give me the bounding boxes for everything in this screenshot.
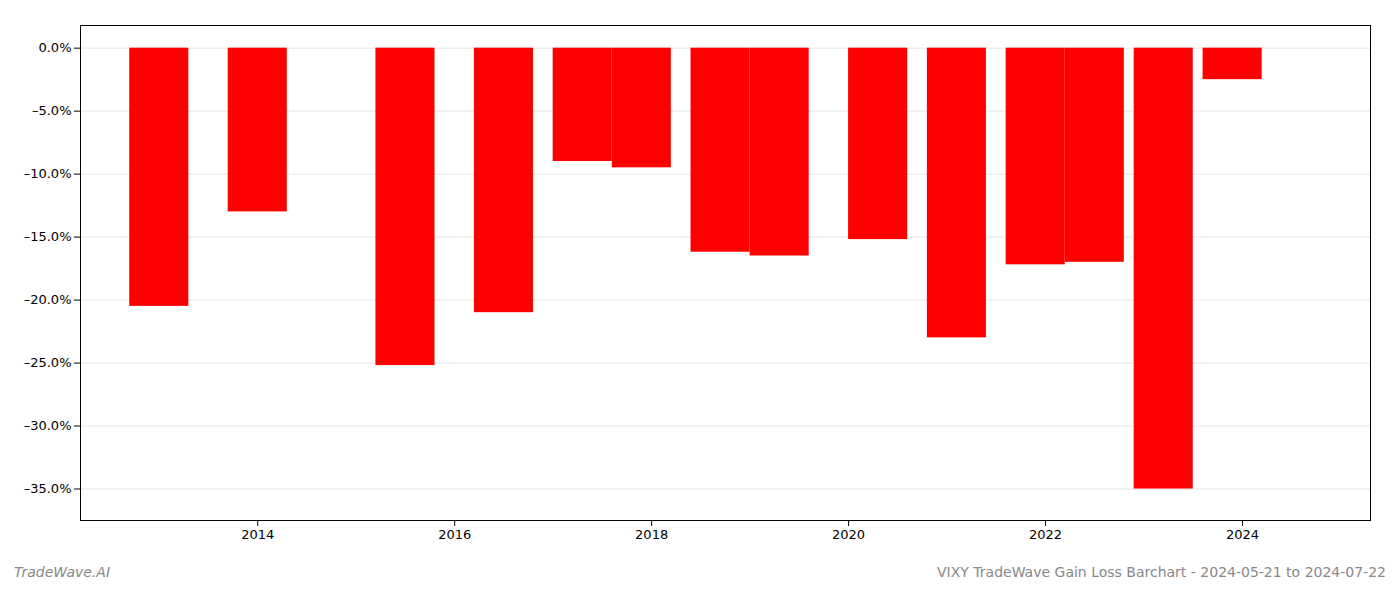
svg-text:2014: 2014: [241, 527, 274, 542]
html-text:TradeWave.AI: TradeWave.AI: [14, 564, 110, 580]
svg-text:2020: 2020: [832, 527, 865, 542]
svg-text:–35.0%: –35.0%: [24, 481, 72, 496]
svg-text:–15.0%: –15.0%: [24, 229, 72, 244]
svg-text:0.0%: 0.0%: [38, 40, 71, 55]
svg-text:–20.0%: –20.0%: [24, 292, 72, 307]
svg-text:2018: 2018: [635, 527, 668, 542]
html-text:VIXY TradeWave Gain Loss Barch: VIXY TradeWave Gain Loss Barchart - 2024…: [937, 564, 1386, 580]
svg-text:–30.0%: –30.0%: [24, 418, 72, 433]
svg-text:2024: 2024: [1226, 527, 1259, 542]
svg-text:–10.0%: –10.0%: [24, 166, 72, 181]
svg-text:2022: 2022: [1029, 527, 1062, 542]
svg-text:–25.0%: –25.0%: [24, 355, 72, 370]
svg-text:2016: 2016: [438, 527, 471, 542]
svg-text:–5.0%: –5.0%: [32, 103, 72, 118]
